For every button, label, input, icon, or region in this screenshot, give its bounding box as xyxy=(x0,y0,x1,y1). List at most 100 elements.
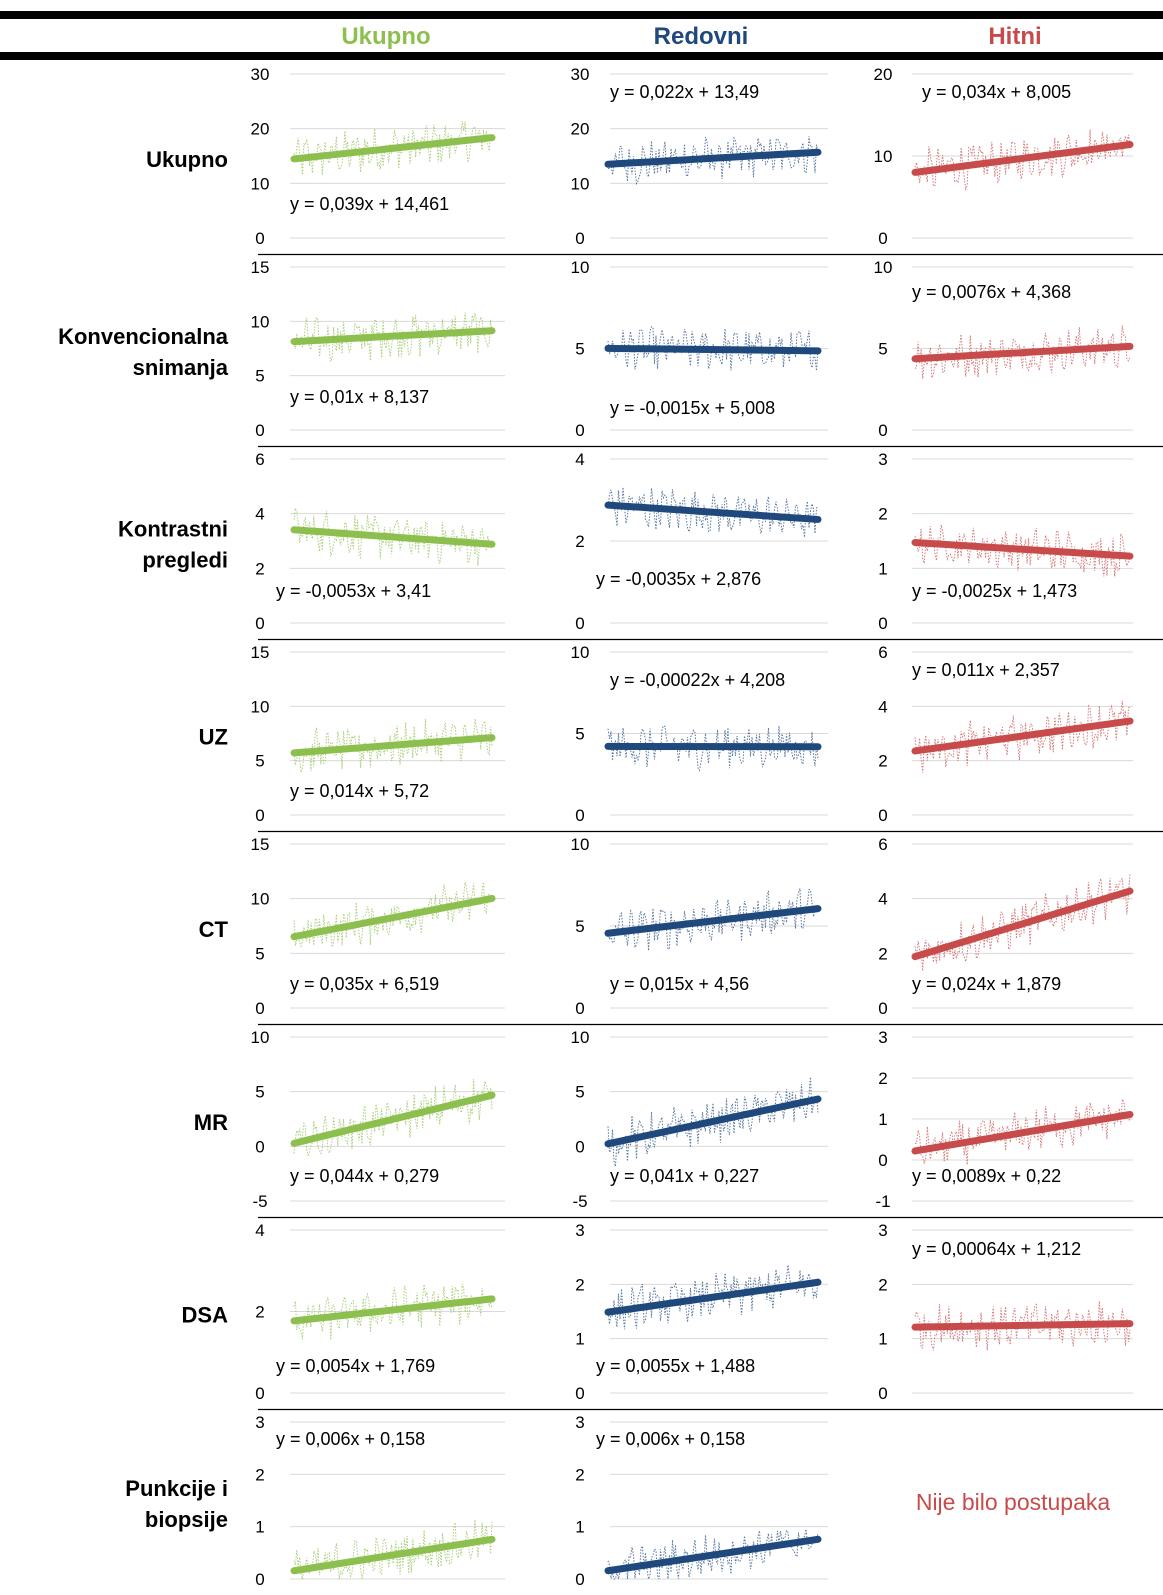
y-tick-label: 0 xyxy=(255,421,264,440)
y-tick-label: 2 xyxy=(878,1069,887,1088)
y-tick-label: 0 xyxy=(575,1137,584,1156)
chart-6-3: -1 0 1 2 3 y = 0,0089x + 0,22 xyxy=(875,1028,1134,1211)
y-tick-label: 0 xyxy=(575,1570,584,1589)
chart-2-1: 0 5 10 15 y = 0,01x + 8,137 xyxy=(251,258,505,440)
trend-line xyxy=(911,717,1134,755)
chart-2-2: 0 5 10 y = -0,0015x + 5,008 xyxy=(571,258,828,440)
column-header: Ukupno xyxy=(341,23,430,50)
y-tick-label: 10 xyxy=(251,1028,270,1047)
header-rule xyxy=(0,52,1163,60)
trend-line xyxy=(290,894,496,941)
y-tick-label: 2 xyxy=(255,1465,264,1484)
trend-line xyxy=(604,501,822,523)
row-label: Kontrastni xyxy=(118,517,228,542)
y-tick-label: 0 xyxy=(255,806,264,825)
y-tick-label: 0 xyxy=(255,1384,264,1403)
y-tick-label: 10 xyxy=(571,835,590,854)
y-tick-label: 2 xyxy=(575,532,584,551)
trend-equation: y = -0,0053x + 3,41 xyxy=(276,581,431,601)
trend-equation: y = 0,011x + 2,357 xyxy=(912,660,1060,680)
trend-line xyxy=(911,1110,1134,1155)
y-tick-label: 0 xyxy=(878,229,887,248)
empty-cell-note: Nije bilo postupaka xyxy=(916,1489,1111,1515)
chart-2-3: 0 5 10 y = 0,0076x + 4,368 xyxy=(874,258,1134,440)
y-tick-label: 3 xyxy=(878,1028,887,1047)
row-label: UZ xyxy=(199,725,228,750)
trend-line xyxy=(911,342,1134,363)
y-tick-label: 5 xyxy=(255,367,264,386)
y-tick-label: 0 xyxy=(878,421,887,440)
trend-equation: y = 0,015x + 4,56 xyxy=(610,974,749,994)
y-tick-label: 5 xyxy=(575,1083,584,1102)
y-tick-label: 0 xyxy=(575,1384,584,1403)
data-series xyxy=(293,506,493,566)
data-series xyxy=(914,524,1131,577)
trend-equation: y = 0,0055x + 1,488 xyxy=(596,1356,755,1376)
chart-3-3: 0 1 2 3 y = -0,0025x + 1,473 xyxy=(878,450,1134,633)
y-tick-label: 5 xyxy=(575,340,584,359)
y-tick-label: 0 xyxy=(255,1570,264,1589)
y-tick-label: 2 xyxy=(255,559,264,578)
trend-equation: y = 0,0076x + 4,368 xyxy=(912,282,1071,302)
y-tick-label: 30 xyxy=(251,65,270,84)
y-tick-label: 0 xyxy=(878,806,887,825)
top-rule xyxy=(0,11,1163,19)
chart-7-2: 0 1 2 3 y = 0,0055x + 1,488 xyxy=(575,1221,828,1403)
y-tick-label: 0 xyxy=(255,999,264,1018)
y-tick-label: 4 xyxy=(255,505,264,524)
y-tick-label: 1 xyxy=(575,1518,584,1537)
chart-3-1: 0 2 4 6 y = -0,0053x + 3,41 xyxy=(255,450,505,633)
y-tick-label: 0 xyxy=(575,229,584,248)
trend-equation: y = 0,006x + 0,158 xyxy=(596,1429,745,1449)
y-tick-label: 1 xyxy=(878,559,887,578)
y-tick-label: -5 xyxy=(572,1192,587,1211)
trend-equation: y = 0,041x + 0,227 xyxy=(610,1166,759,1186)
data-series xyxy=(607,487,819,538)
trend-line xyxy=(290,327,496,346)
y-tick-label: 4 xyxy=(878,890,887,909)
y-tick-label: 0 xyxy=(255,229,264,248)
y-tick-label: 10 xyxy=(571,258,590,277)
trend-line xyxy=(290,1091,496,1147)
y-tick-label: 6 xyxy=(878,835,887,854)
y-tick-label: 0 xyxy=(575,421,584,440)
trend-line xyxy=(604,905,822,937)
chart-4-2: 0 5 10 y = -0,00022x + 4,208 xyxy=(571,643,828,825)
trend-line xyxy=(911,538,1134,560)
y-tick-label: 15 xyxy=(251,643,270,662)
trend-line xyxy=(604,1095,822,1148)
y-tick-label: 15 xyxy=(251,835,270,854)
trend-line xyxy=(911,887,1134,961)
y-tick-label: 5 xyxy=(255,1083,264,1102)
y-tick-label: 5 xyxy=(575,917,584,936)
y-tick-label: 10 xyxy=(874,147,893,166)
trend-equation: y = 0,022x + 13,49 xyxy=(610,82,759,102)
trend-line xyxy=(604,148,822,168)
y-tick-label: 0 xyxy=(878,1384,887,1403)
y-tick-label: 1 xyxy=(575,1330,584,1349)
y-tick-label: 30 xyxy=(571,65,590,84)
row-label: MR xyxy=(194,1110,228,1135)
chart-6-2: -5 0 5 10 y = 0,041x + 0,227 xyxy=(571,1028,828,1211)
trend-equation: y = 0,039x + 14,461 xyxy=(290,194,449,214)
y-tick-label: 5 xyxy=(255,752,264,771)
row-label: pregledi xyxy=(142,548,228,573)
chart-8-2: 0 1 2 3 y = 0,006x + 0,158 xyxy=(575,1413,828,1589)
trend-equation: y = 0,0054x + 1,769 xyxy=(276,1356,435,1376)
data-series xyxy=(914,872,1131,971)
chart-4-1: 0 5 10 15 y = 0,014x + 5,72 xyxy=(251,643,505,825)
y-tick-label: 3 xyxy=(878,1221,887,1240)
trend-line xyxy=(290,1295,496,1325)
trend-equation: y = 0,006x + 0,158 xyxy=(276,1429,425,1449)
y-tick-label: 2 xyxy=(575,1275,584,1294)
trend-equation: y = -0,0025x + 1,473 xyxy=(912,581,1077,601)
y-tick-label: 0 xyxy=(255,1137,264,1156)
chart-1-1: 0 10 20 30 y = 0,039x + 14,461 xyxy=(251,65,505,248)
data-series xyxy=(293,881,493,948)
y-tick-label: 2 xyxy=(878,944,887,963)
y-tick-label: 0 xyxy=(575,806,584,825)
y-tick-label: 4 xyxy=(255,1221,264,1240)
row-label: CT xyxy=(199,917,229,942)
chart-7-3: 0 1 2 3 y = 0,00064x + 1,212 xyxy=(878,1221,1134,1403)
chart-8-1: 0 1 2 3 y = 0,006x + 0,158 xyxy=(255,1413,505,1589)
